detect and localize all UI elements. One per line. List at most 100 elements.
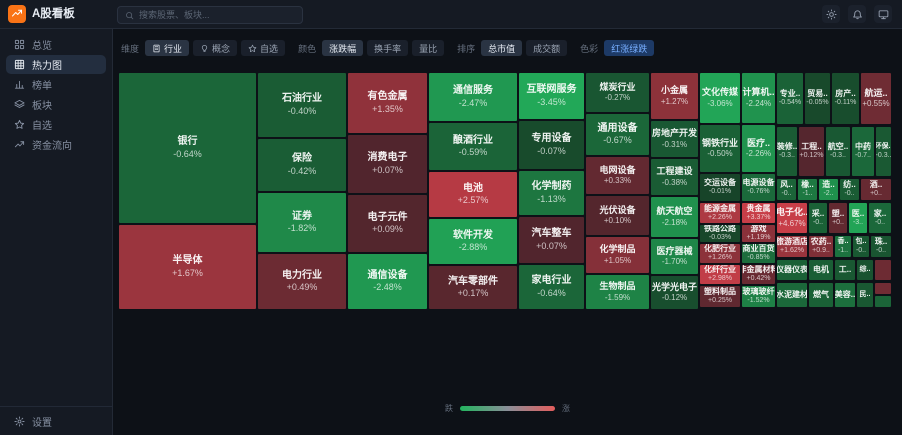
treemap-cell-化学制品[interactable]: 化学制品 +1.05% [586, 237, 649, 273]
treemap-cell-专业..[interactable]: 专业.. -0.54% [777, 73, 803, 124]
treemap-cell-化学制药[interactable]: 化学制药 -1.13% [519, 171, 584, 215]
treemap-cell-医疗..[interactable]: 医疗.. -2.26% [742, 125, 775, 172]
treemap-cell-航空..[interactable]: 航空.. -0.3.. [826, 127, 850, 176]
treemap-cell-仪器仪表[interactable]: 仪器仪表 [777, 260, 807, 280]
treemap-cell-纺..[interactable]: 纺.. -0.. [840, 179, 859, 200]
toolbar-option-自选[interactable]: 自选 [241, 40, 286, 56]
treemap-cell-互联网服务[interactable]: 互联网服务 -3.45% [519, 73, 584, 119]
toolbar-option-换手率[interactable]: 换手率 [367, 40, 409, 56]
treemap-cell-光伏设备[interactable]: 光伏设备 +0.10% [586, 196, 649, 235]
treemap-cell-能源金属[interactable]: 能源金属 +2.26% [700, 203, 740, 223]
treemap-cell-航运..[interactable]: 航运.. +0.55% [861, 73, 891, 124]
treemap-cell-农药..[interactable]: 农药.. +0.9.. [809, 236, 833, 257]
treemap-cell-交运设备[interactable]: 交运设备 -0.01% [700, 174, 740, 201]
toolbar-option-行业[interactable]: 行业 [145, 40, 190, 56]
treemap-cell-煤炭行业[interactable]: 煤炭行业 -0.27% [586, 73, 649, 112]
treemap-cell-酿酒行业[interactable]: 酿酒行业 -0.59% [429, 123, 517, 170]
treemap-cell-半导体[interactable]: 半导体 +1.67% [119, 225, 256, 309]
treemap-cell-专用设备[interactable]: 专用设备 -0.07% [519, 121, 584, 169]
treemap-cell-包..[interactable]: 包.. -0.. [853, 236, 869, 257]
treemap-cell-装修..[interactable]: 装修.. -0.3.. [777, 127, 797, 176]
treemap-cell-电机[interactable]: 电机 [809, 260, 833, 280]
theme-toggle-button[interactable] [822, 5, 840, 23]
treemap-cell-中药[interactable]: 中药 -0.7.. [852, 127, 874, 176]
treemap-cell-光学光电子[interactable]: 光学光电子 -0.12% [651, 276, 698, 309]
treemap-cell-美容..[interactable]: 美容.. [835, 283, 855, 307]
treemap-cell-家..[interactable]: 家.. -0.. [869, 203, 891, 233]
treemap-cell-电力行业[interactable]: 电力行业 +0.49% [258, 254, 346, 309]
treemap-cell-塑料制品[interactable]: 塑料制品 +0.25% [700, 286, 740, 307]
treemap-cell-水泥建材[interactable]: 水泥建材 [777, 283, 807, 307]
treemap-cell-电源设备[interactable]: 电源设备 -0.76% [742, 174, 775, 201]
treemap-cell-有色金属[interactable]: 有色金属 +1.35% [348, 73, 427, 133]
treemap-cell-银行[interactable]: 银行 -0.64% [119, 73, 256, 223]
treemap-cell-电网设备[interactable]: 电网设备 +0.33% [586, 157, 649, 194]
treemap-cell-旅游酒店[interactable]: 旅游酒店 +1.62% [777, 236, 807, 257]
treemap-cell-证券[interactable]: 证券 -1.82% [258, 193, 346, 252]
notifications-button[interactable] [848, 5, 866, 23]
treemap-cell-生物制品[interactable]: 生物制品 -1.59% [586, 275, 649, 309]
sidebar-item-资金流向[interactable]: 资金流向 [6, 135, 106, 154]
sidebar-item-自选[interactable]: 自选 [6, 115, 106, 134]
treemap-cell-采..[interactable]: 采.. -0.. [809, 203, 827, 233]
treemap-cell-工..[interactable]: 工.. [835, 260, 855, 280]
treemap-cell-消费电子[interactable]: 消费电子 +0.07% [348, 135, 427, 193]
treemap-cell-工程建设[interactable]: 工程建设 -0.38% [651, 159, 698, 195]
treemap-cell-钢铁行业[interactable]: 钢铁行业 -0.50% [700, 125, 740, 172]
treemap-cell-保险[interactable]: 保险 -0.42% [258, 139, 346, 191]
treemap-cell-石油行业[interactable]: 石油行业 -0.40% [258, 73, 346, 137]
treemap-cell-酒..[interactable]: 酒.. +0.. [861, 179, 891, 200]
treemap-cell-贵金属[interactable]: 贵金属 +3.37% [742, 203, 775, 223]
treemap-cell-塑..[interactable]: 塑.. +0.. [829, 203, 847, 233]
treemap-cell-民..[interactable]: 民.. [857, 283, 873, 307]
treemap-cell-房产..[interactable]: 房产.. -0.11% [832, 73, 859, 124]
treemap-cell-软件开发[interactable]: 软件开发 -2.88% [429, 219, 517, 264]
treemap-cell-文化传媒[interactable]: 文化传媒 -3.06% [700, 73, 740, 123]
toolbar-option-红涨绿跌[interactable]: 红涨绿跌 [604, 40, 655, 56]
treemap-cell-化肥行业[interactable]: 化肥行业 +1.26% [700, 244, 740, 263]
display-mode-button[interactable] [874, 5, 892, 23]
sidebar-item-板块[interactable]: 板块 [6, 95, 106, 114]
search-box[interactable] [117, 6, 303, 24]
toolbar-option-概念[interactable]: 概念 [193, 40, 238, 56]
treemap-cell-游戏[interactable]: 游戏 +1.19% [742, 225, 775, 242]
toolbar-option-总市值[interactable]: 总市值 [481, 40, 523, 56]
treemap-cell-橡..[interactable]: 橡.. -1.. [798, 179, 817, 200]
treemap-cell-汽车零部件[interactable]: 汽车零部件 +0.17% [429, 266, 517, 309]
sidebar-item-榜单[interactable]: 榜单 [6, 75, 106, 94]
treemap-cell-家电行业[interactable]: 家电行业 -0.64% [519, 265, 584, 309]
treemap-cell-房地产开发[interactable]: 房地产开发 -0.31% [651, 121, 698, 157]
treemap-cell-小金属[interactable]: 小金属 +1.27% [651, 73, 698, 119]
treemap-cell-燃气[interactable]: 燃气 [809, 283, 833, 307]
treemap-cell[interactable] [875, 296, 891, 307]
treemap-cell-香..[interactable]: 香.. -1.. [835, 236, 851, 257]
treemap-cell-珠..[interactable]: 珠.. -0.. [871, 236, 891, 257]
search-input[interactable] [139, 10, 295, 20]
treemap-cell-通信设备[interactable]: 通信设备 -2.48% [348, 254, 427, 309]
treemap-cell-医..[interactable]: 医.. -3.. [849, 203, 867, 233]
toolbar-option-成交额[interactable]: 成交额 [526, 40, 568, 56]
treemap-cell-环保..[interactable]: 环保..-0.3.. [876, 127, 891, 176]
treemap-cell[interactable] [875, 283, 891, 294]
treemap-cell-非金属材料[interactable]: 非金属材料 +0.42% [742, 265, 775, 284]
treemap-cell-通用设备[interactable]: 通用设备 -0.67% [586, 114, 649, 155]
toolbar-option-涨跌幅[interactable]: 涨跌幅 [322, 40, 364, 56]
treemap-cell-计算机..[interactable]: 计算机.. -2.24% [742, 73, 775, 123]
treemap-cell-电池[interactable]: 电池 +2.57% [429, 172, 517, 217]
sidebar-item-热力图[interactable]: 热力图 [6, 55, 106, 74]
treemap-cell-铁路公路[interactable]: 铁路公路 -0.03% [700, 225, 740, 242]
treemap-cell[interactable] [875, 260, 891, 280]
treemap-cell-化纤行业[interactable]: 化纤行业 +2.98% [700, 265, 740, 284]
treemap-cell-电子元件[interactable]: 电子元件 +0.09% [348, 195, 427, 252]
sidebar-item-总览[interactable]: 总览 [6, 35, 106, 54]
sidebar-item-settings[interactable]: 设置 [0, 406, 112, 435]
treemap-cell-工程..[interactable]: 工程.. +0.12% [799, 127, 824, 176]
treemap-cell-玻璃玻纤[interactable]: 玻璃玻纤 -1.52% [742, 286, 775, 307]
treemap-cell-综..[interactable]: 综.. [857, 260, 873, 280]
treemap-cell-电子化..[interactable]: 电子化.. +4.67% [777, 203, 807, 233]
treemap-cell-商业百货[interactable]: 商业百货 -0.85% [742, 244, 775, 263]
treemap-cell-航天航空[interactable]: 航天航空 -2.18% [651, 197, 698, 237]
treemap-cell-医疗器械[interactable]: 医疗器械 -1.70% [651, 239, 698, 274]
treemap-cell-贸易..[interactable]: 贸易.. -0.05% [805, 73, 830, 124]
treemap-cell-风..[interactable]: 风.. -0.. [777, 179, 796, 200]
